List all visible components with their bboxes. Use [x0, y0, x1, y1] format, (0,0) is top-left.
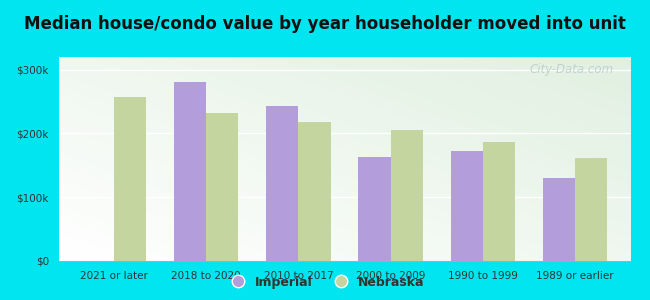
Text: Median house/condo value by year householder moved into unit: Median house/condo value by year househo… — [24, 15, 626, 33]
Bar — [174, 82, 206, 261]
Bar — [575, 158, 608, 261]
Bar — [391, 130, 423, 261]
Bar — [114, 97, 146, 261]
Text: City-Data.com: City-Data.com — [529, 63, 614, 76]
Bar — [543, 178, 575, 261]
Legend: Imperial, Nebraska: Imperial, Nebraska — [220, 271, 430, 294]
Bar — [266, 106, 298, 261]
Bar — [450, 151, 483, 261]
Bar — [358, 157, 391, 261]
Bar — [298, 122, 331, 261]
Bar — [483, 142, 515, 261]
Bar — [206, 113, 239, 261]
